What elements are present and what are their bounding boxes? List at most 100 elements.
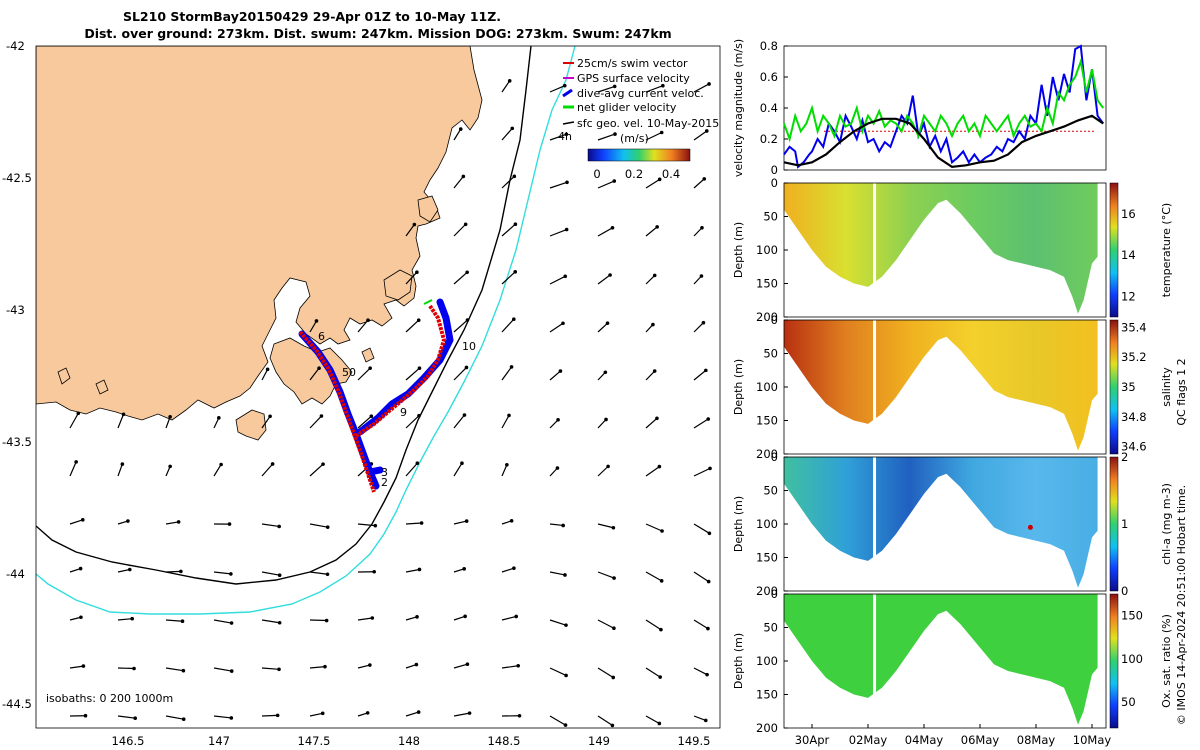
sfc-vector-head — [79, 615, 83, 620]
sfc-vector — [549, 85, 565, 93]
sfc-vector-head — [563, 573, 567, 577]
section-ytick-label: 0 — [771, 587, 778, 601]
sfc-vector-head — [612, 626, 616, 631]
land-bruny-island — [235, 409, 267, 441]
colorbar-tick-label: 50 — [1121, 695, 1136, 709]
sfc-vector-head — [707, 82, 711, 86]
sfc-vector — [597, 419, 607, 429]
sfc-vector — [261, 369, 269, 381]
sfc-vector — [501, 567, 515, 573]
colorbar-unit: (m/s) — [620, 132, 649, 145]
sfc-vector-head — [80, 518, 85, 522]
colorbar-label: salinity — [1160, 367, 1173, 407]
sfc-vector — [405, 711, 419, 717]
velocity-series-line — [783, 44, 1105, 169]
colorbar-tick-label: 0 — [1121, 584, 1128, 598]
sfc-vector-head — [555, 466, 560, 470]
lat-tick-label: -44.5 — [2, 697, 32, 711]
sfc-vector-head — [509, 365, 514, 369]
sfc-vector-head — [368, 663, 372, 667]
sfc-vector — [405, 522, 422, 525]
sfc-vector — [501, 80, 511, 93]
sfc-vector-head — [415, 615, 419, 619]
sfc-vector-head — [277, 524, 281, 529]
lat-tick-label: -43.5 — [2, 435, 32, 449]
sfc-vector — [309, 320, 317, 333]
sfc-vector-head — [320, 711, 325, 716]
sfc-vector — [453, 462, 463, 477]
sfc-vector — [693, 467, 711, 477]
sfc-vector-head — [229, 669, 234, 673]
section-chl-a: 0 50 100 150 200 Depth (m) 0 1 2 chl-a (mg m-3) — [732, 450, 1173, 598]
legend-swatch-sfc — [562, 121, 575, 125]
sfc-vector-head — [652, 369, 657, 373]
velocity-frame — [783, 45, 1107, 171]
sfc-vector-head — [564, 132, 569, 137]
title-line-2: Dist. over ground: 273km. Dist. swum: 24… — [84, 26, 671, 41]
sfc-vector-head — [81, 664, 86, 668]
section-ytick-label: 50 — [763, 347, 778, 361]
track-label: 9 — [400, 406, 407, 419]
time-tick-label: 02May — [849, 733, 888, 747]
sfc-vector — [405, 568, 420, 573]
title-line-1: SL210 StormBay20150429 29-Apr 01Z to 10-… — [123, 9, 501, 24]
sfc-vector — [645, 370, 656, 381]
colorbar-tick: 0 — [593, 167, 600, 181]
sfc-vector-head — [507, 79, 512, 83]
section-ylabel: Depth (m) — [732, 633, 745, 689]
sfc-vector — [453, 128, 462, 141]
lat-tick-label: -44 — [6, 567, 25, 581]
sfc-vector — [597, 180, 615, 189]
sfc-vector-head — [181, 717, 186, 722]
velocity-ytick-label: 0.8 — [760, 39, 778, 53]
sfc-vector-head — [658, 675, 662, 679]
track-label: 10 — [462, 340, 476, 353]
sfc-vector — [453, 414, 465, 429]
sfc-vector-head — [563, 274, 568, 279]
velocity-ytick-label: 0.6 — [760, 70, 778, 84]
sfc-vector-head — [505, 462, 509, 467]
lon-tick-label: 147 — [208, 734, 230, 748]
sfc-vector — [117, 568, 130, 573]
sfc-vector — [693, 178, 705, 189]
section-oxygen: 0 50 100 150 200 Depth (m) 50 100 150 Ox. sat. ra… — [732, 587, 1173, 735]
sfc-vector-head — [612, 576, 616, 580]
sfc-vector — [213, 715, 232, 719]
sfc-vector-head — [229, 716, 234, 720]
sfc-vector-head — [419, 521, 424, 525]
sfc-vector — [453, 319, 468, 333]
sfc-vector — [309, 666, 326, 669]
sfc-vector — [309, 367, 320, 381]
colorbar-tick-label: 2 — [1121, 450, 1128, 464]
sfc-vector — [693, 83, 710, 93]
sfc-vector — [501, 318, 515, 333]
sfc-vector — [213, 571, 231, 575]
sfc-vector — [501, 175, 515, 189]
sfc-vector — [453, 712, 470, 717]
velocity-panel: 0 0.2 0.4 0.6 0.8 velocity magnitude (m/s) — [732, 39, 1107, 177]
sfc-vector-head — [463, 614, 467, 619]
section-colorbar — [1109, 319, 1119, 455]
sfc-vector — [165, 715, 184, 720]
track-label: 50 — [342, 366, 356, 379]
sfc-vector-head — [659, 579, 664, 583]
legend-swatch-current — [562, 88, 573, 98]
colorbar-tick-label: 35.4 — [1121, 320, 1147, 334]
sfc-vector — [501, 127, 513, 141]
velocity-series-line — [783, 114, 1104, 169]
sfc-vector-head — [611, 525, 616, 530]
sfc-vector-head — [661, 83, 665, 88]
sfc-vector — [645, 619, 662, 631]
velocity-ytick-label: 0.4 — [760, 101, 778, 115]
track-label: 6 — [318, 330, 325, 343]
sfc-vector — [549, 370, 561, 381]
sfc-vector-head — [229, 572, 233, 576]
credit-text: © IMOS 14-Apr-2024 20:51:00 Hobart time. — [1175, 485, 1188, 725]
sfc-vector — [117, 715, 136, 719]
sfc-vector — [309, 571, 328, 575]
sfc-vector-head — [365, 711, 370, 715]
sfc-vector-head — [277, 667, 281, 672]
colorbar-tick-label: 14 — [1121, 248, 1136, 262]
section-data-fill — [784, 183, 1098, 314]
